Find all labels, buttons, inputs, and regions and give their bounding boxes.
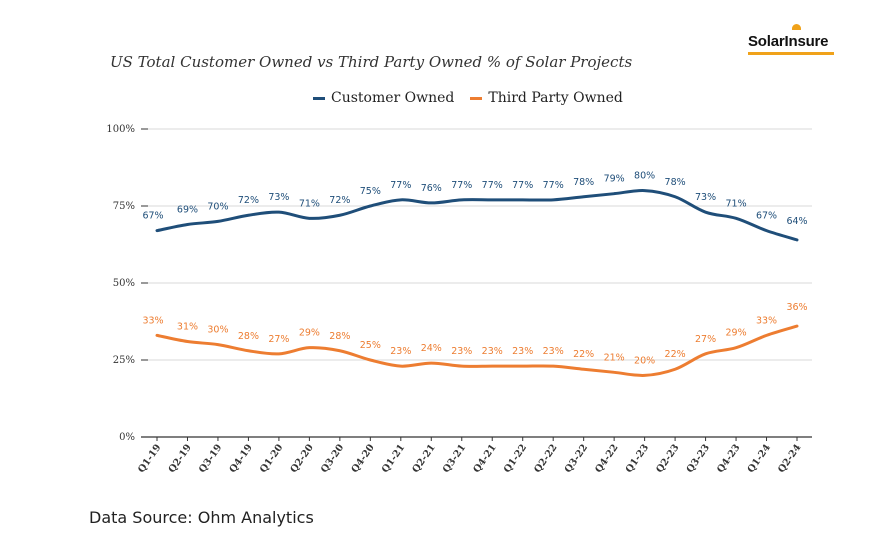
x-tick-label: Q2-23	[654, 442, 681, 475]
chart-title: US Total Customer Owned vs Third Party O…	[110, 53, 633, 71]
legend-item-third-party-owned: Third Party Owned	[470, 90, 623, 106]
data-label-third-party-owned: 25%	[360, 340, 381, 351]
data-label-third-party-owned: 27%	[268, 334, 289, 345]
data-label-third-party-owned: 29%	[725, 328, 746, 339]
data-label-third-party-owned: 31%	[177, 322, 198, 333]
x-tick-label: Q1-23	[624, 442, 651, 475]
data-label-customer-owned: 72%	[238, 195, 259, 206]
data-label-customer-owned: 78%	[665, 177, 686, 188]
data-label-customer-owned: 71%	[725, 198, 746, 209]
data-label-third-party-owned: 29%	[299, 328, 320, 339]
data-label-customer-owned: 73%	[695, 192, 716, 203]
legend-swatch-third-party-owned	[470, 96, 483, 100]
data-label-customer-owned: 80%	[634, 171, 655, 182]
x-tick-label: Q2-24	[776, 442, 804, 475]
y-tick-label: 0%	[119, 432, 135, 443]
series-line-third-party-owned	[155, 324, 799, 377]
x-tick-label: Q4-20	[349, 442, 377, 475]
x-tick-label: Q1-21	[380, 442, 407, 475]
x-tick-label: Q4-22	[593, 442, 620, 475]
series-line-customer-owned	[155, 189, 799, 242]
data-label-customer-owned: 77%	[512, 180, 533, 191]
data-label-third-party-owned: 30%	[207, 325, 228, 336]
data-label-customer-owned: 71%	[299, 198, 320, 209]
data-label-customer-owned: 78%	[573, 177, 594, 188]
data-label-third-party-owned: 21%	[604, 352, 625, 363]
legend-item-customer-owned: Customer Owned	[313, 90, 454, 106]
data-label-customer-owned: 77%	[451, 180, 472, 191]
x-tick-label: Q3-19	[197, 442, 225, 475]
x-tick-label: Q2-20	[288, 442, 316, 475]
data-label-customer-owned: 76%	[421, 183, 442, 194]
data-label-customer-owned: 69%	[177, 204, 198, 215]
x-tick-label: Q1-20	[258, 442, 286, 475]
logo-text: SolarInsure	[748, 33, 829, 50]
x-tick-label: Q1-19	[136, 442, 164, 475]
data-label-third-party-owned: 28%	[329, 331, 350, 342]
x-tick-label: Q3-23	[685, 442, 712, 475]
solarinsure-logo: SolarInsure	[748, 24, 834, 55]
legend-label-third-party-owned: Third Party Owned	[488, 90, 623, 106]
data-label-third-party-owned: 24%	[421, 343, 442, 354]
data-label-third-party-owned: 23%	[482, 346, 503, 357]
x-tick-label: Q3-20	[319, 442, 347, 475]
x-tick-label: Q1-22	[502, 442, 529, 475]
sun-icon	[792, 24, 801, 30]
data-label-third-party-owned: 22%	[665, 349, 686, 360]
data-label-third-party-owned: 33%	[756, 315, 777, 326]
data-label-customer-owned: 67%	[142, 211, 163, 222]
data-label-third-party-owned: 36%	[786, 302, 807, 313]
data-label-customer-owned: 73%	[268, 192, 289, 203]
x-tick-label: Q4-19	[227, 442, 255, 475]
data-label-customer-owned: 77%	[390, 180, 411, 191]
y-tick-label: 75%	[113, 201, 135, 212]
data-label-customer-owned: 64%	[786, 216, 807, 227]
data-label-third-party-owned: 23%	[390, 346, 411, 357]
data-label-customer-owned: 67%	[756, 211, 777, 222]
data-label-third-party-owned: 22%	[573, 349, 594, 360]
y-tick-label: 50%	[113, 278, 135, 289]
x-tick-label: Q2-19	[167, 442, 195, 475]
data-label-third-party-owned: 23%	[512, 346, 533, 357]
data-label-customer-owned: 75%	[360, 186, 381, 197]
data-label-third-party-owned: 23%	[451, 346, 472, 357]
x-tick-label: Q4-21	[471, 442, 498, 475]
data-label-customer-owned: 79%	[604, 174, 625, 185]
x-tick-label: Q2-22	[532, 442, 559, 475]
data-label-third-party-owned: 23%	[543, 346, 564, 357]
data-label-third-party-owned: 27%	[695, 334, 716, 345]
x-tick-label: Q4-23	[715, 442, 742, 475]
chart-legend: Customer Owned Third Party Owned	[313, 90, 639, 106]
data-source-note: Data Source: Ohm Analytics	[89, 508, 314, 527]
data-label-third-party-owned: 33%	[142, 315, 163, 326]
x-tick-label: Q1-24	[746, 442, 774, 475]
data-label-customer-owned: 70%	[207, 201, 228, 212]
x-tick-label: Q3-21	[441, 442, 468, 475]
y-tick-label: 25%	[113, 355, 135, 366]
x-tick-label: Q2-21	[410, 442, 437, 475]
data-label-customer-owned: 77%	[482, 180, 503, 191]
data-label-customer-owned: 77%	[543, 180, 564, 191]
data-label-third-party-owned: 28%	[238, 331, 259, 342]
y-tick-label: 100%	[106, 124, 135, 135]
legend-swatch-customer-owned	[313, 96, 325, 100]
data-label-third-party-owned: 20%	[634, 355, 655, 366]
x-tick-label: Q3-22	[563, 442, 590, 475]
legend-label-customer-owned: Customer Owned	[331, 90, 455, 106]
logo-underline	[748, 52, 834, 55]
data-label-customer-owned: 72%	[329, 195, 350, 206]
